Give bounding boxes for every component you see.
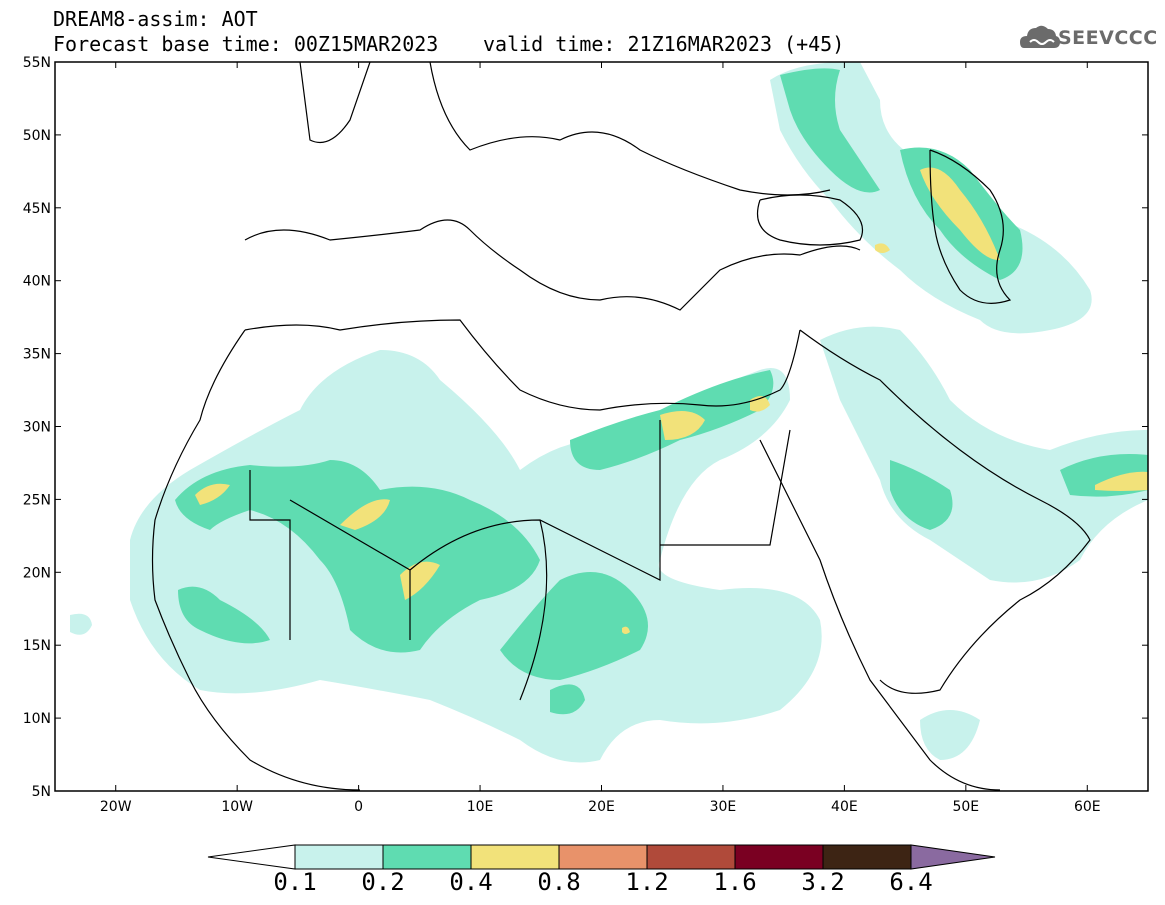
lon-label: 20E <box>588 799 615 815</box>
colorbar-bin <box>822 844 912 870</box>
lon-label: 20W <box>100 799 132 815</box>
map-title: DREAM8-assim: AOT <box>53 7 258 31</box>
lon-label: 10W <box>221 799 253 815</box>
lat-label: 35N <box>23 347 51 363</box>
colorbar-label: 0.1 <box>273 868 317 896</box>
colorbar-label: 1.2 <box>625 868 669 896</box>
colorbar-label: 0.2 <box>361 868 405 896</box>
lat-label: 50N <box>23 128 51 144</box>
lat-label: 25N <box>23 492 51 508</box>
lon-label: 60E <box>1074 799 1101 815</box>
lat-label: 30N <box>23 420 51 436</box>
forecast-base-time: Forecast base time: 00Z15MAR2023 <box>53 32 439 56</box>
lat-label: 5N <box>32 784 51 800</box>
colorbar-label: 0.8 <box>537 868 581 896</box>
lat-label: 40N <box>23 274 51 290</box>
lat-label: 20N <box>23 565 51 581</box>
lat-label: 10N <box>23 711 51 727</box>
lon-label: 30E <box>710 799 737 815</box>
colorbar-min-arrow <box>207 844 296 870</box>
lat-label: 45N <box>23 201 51 217</box>
lon-label: 50E <box>952 799 979 815</box>
colorbar-bin <box>470 844 560 870</box>
lon-label: 40E <box>831 799 858 815</box>
colorbar-bin <box>558 844 648 870</box>
colorbar-label: 3.2 <box>801 868 845 896</box>
colorbar-label: 6.4 <box>889 868 933 896</box>
lat-label: 55N <box>23 55 51 71</box>
colorbar-label: 0.4 <box>449 868 493 896</box>
colorbar-bin <box>646 844 736 870</box>
cloud-logo-icon <box>1020 25 1060 48</box>
colorbar-bin <box>294 844 384 870</box>
logo-text: SEEVCCC <box>1058 27 1158 49</box>
colorbar-max-arrow <box>910 844 996 870</box>
aot-colorbar <box>207 844 996 870</box>
lon-label: 0 <box>354 799 363 815</box>
lat-label: 15N <box>23 638 51 654</box>
valid-time: valid time: 21Z16MAR2023 (+45) <box>483 32 845 56</box>
colorbar-bin <box>734 844 824 870</box>
colorbar-label: 1.6 <box>713 868 757 896</box>
colorbar-bin <box>382 844 472 870</box>
coastlines-and-borders <box>151 62 1091 791</box>
aot-shading <box>70 62 1148 763</box>
lon-label: 10E <box>467 799 494 815</box>
longitude-axis: 20W 10W 0 10E 20E 30E 40E 50E 60E <box>100 62 1101 815</box>
latitude-axis: 55N 50N 45N 40N 35N 30N 25N 20N 15N 10N 5N <box>23 55 1148 800</box>
